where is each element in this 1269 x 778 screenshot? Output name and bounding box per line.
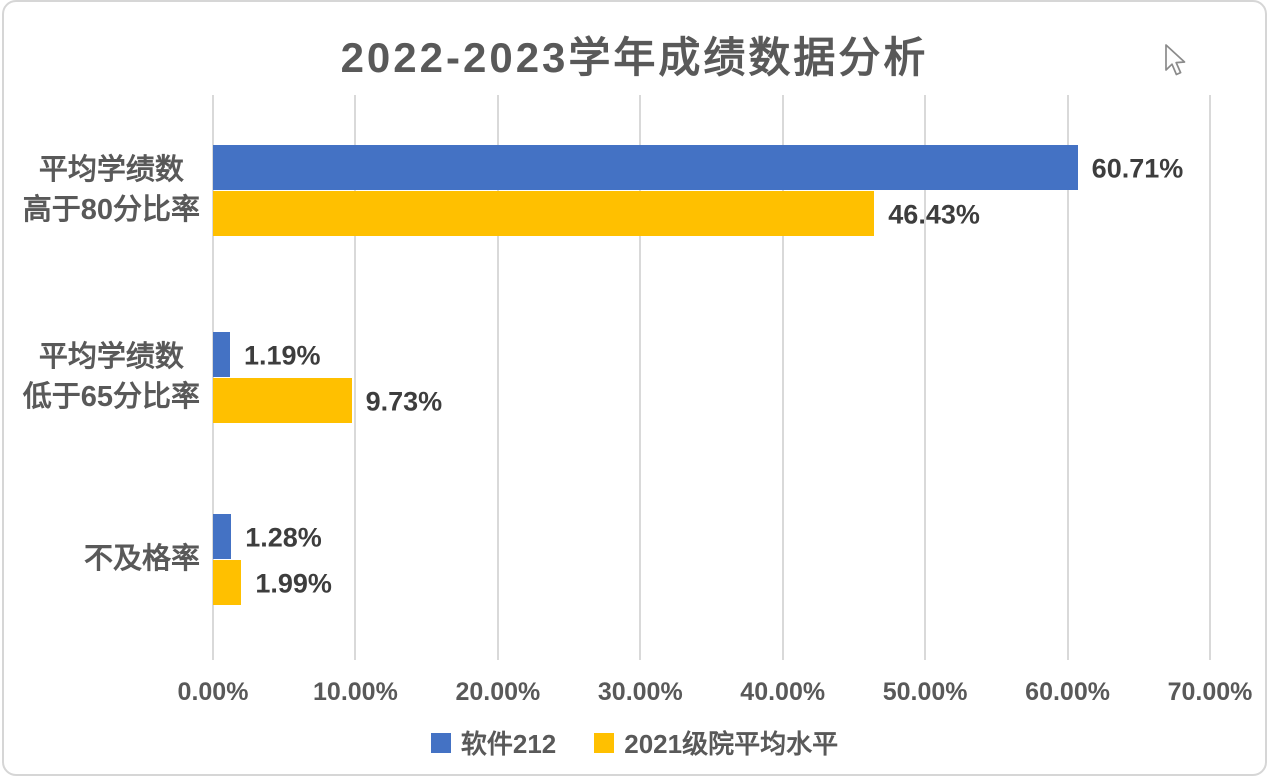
category-label-line: 高于80分比率	[22, 194, 200, 226]
x-axis-tick-label: 10.00%	[313, 678, 398, 706]
bar-series2-cat1[interactable]	[213, 191, 875, 236]
category-label: 不及格率	[84, 539, 200, 579]
data-label: 60.71%	[1091, 153, 1184, 183]
bar-series2-cat3[interactable]	[213, 560, 242, 605]
legend-label: 软件212	[460, 729, 557, 759]
x-axis-tick-label: 60.00%	[1025, 678, 1110, 706]
gridline	[781, 95, 784, 660]
category-label-line: 平均学绩数	[38, 341, 184, 373]
bar-series1-cat3[interactable]	[213, 514, 232, 559]
bar-series1-cat1[interactable]	[213, 145, 1078, 190]
category-label: 平均学绩数低于65分比率	[23, 337, 200, 417]
gridline	[1066, 95, 1069, 660]
category-label-line: 平均学绩数	[38, 154, 184, 186]
legend-swatch-icon	[594, 732, 615, 753]
data-label: 1.19%	[243, 340, 321, 370]
data-label: 46.43%	[888, 199, 980, 229]
legend-swatch-icon	[430, 732, 451, 753]
legend-label: 2021级院平均水平	[624, 729, 839, 759]
bar-series2-cat2[interactable]	[213, 378, 352, 423]
x-axis-tick-label: 50.00%	[882, 678, 968, 706]
data-label: 1.99%	[255, 568, 332, 598]
gridline	[924, 95, 927, 660]
gridline	[639, 95, 642, 660]
gridline	[354, 95, 357, 660]
data-label: 1.28%	[245, 522, 322, 552]
category-label-line: 低于65分比率	[22, 381, 200, 413]
legend-item-series2[interactable]: 2021级院平均水平	[594, 724, 838, 761]
gridline	[1209, 95, 1211, 660]
x-axis-tick-label: 30.00%	[597, 678, 683, 706]
category-label-line: 不及格率	[83, 543, 200, 575]
bar-series1-cat2[interactable]	[213, 332, 230, 377]
data-label: 9.73%	[365, 386, 443, 416]
x-axis-tick-label: 0.00%	[177, 678, 249, 706]
x-axis-tick-label: 20.00%	[455, 678, 541, 706]
legend-item-series1[interactable]: 软件212	[430, 724, 557, 761]
category-label: 平均学绩数高于80分比率	[23, 150, 200, 230]
gridline	[212, 95, 214, 660]
legend: 软件212 2021级院平均水平	[0, 724, 1269, 761]
x-axis-tick-label: 40.00%	[740, 678, 826, 706]
chart-title: 2022-2023学年成绩数据分析	[340, 34, 929, 81]
x-axis-tick-label: 70.00%	[1167, 678, 1253, 706]
mouse-pointer-icon	[1165, 44, 1186, 76]
gridline	[496, 95, 499, 660]
